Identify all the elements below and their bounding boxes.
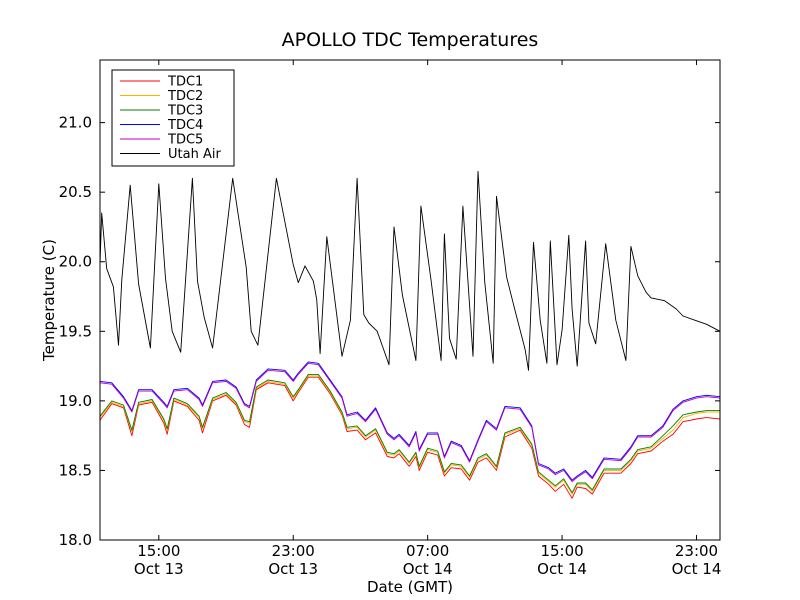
legend-box — [111, 69, 235, 167]
legend-label-tdc2: TDC2 — [167, 89, 203, 104]
y-tick-label: 19.5 — [59, 322, 92, 340]
series-line-tdc1 — [99, 376, 721, 499]
legend-label-tdc1: TDC1 — [167, 75, 203, 90]
x-tick-label-date: Oct 14 — [403, 560, 453, 578]
series-line-tdc4 — [99, 361, 721, 481]
x-tick-label-time: 23:00 — [675, 542, 718, 560]
x-tick-label-time: 07:00 — [406, 542, 449, 560]
y-tick-label: 21.0 — [59, 114, 92, 132]
y-tick-label: 18.5 — [59, 461, 92, 479]
legend-label-tdc3: TDC3 — [167, 104, 203, 119]
y-axis-label: Temperature (C) — [40, 239, 58, 362]
x-tick-label-date: Oct 14 — [537, 560, 587, 578]
chart-title: APOLLO TDC Temperatures — [282, 29, 539, 51]
legend-label-tdc5: TDC5 — [167, 133, 203, 148]
y-tick-label: 18.0 — [59, 531, 92, 549]
series-line-tdc2 — [99, 375, 720, 495]
series-layer — [99, 170, 721, 499]
y-tick-label: 19.0 — [59, 392, 92, 410]
series-line-utah-air — [99, 170, 721, 371]
x-tick-label-time: 15:00 — [540, 542, 583, 560]
x-tick-label-date: Oct 13 — [134, 560, 184, 578]
plot-frame — [99, 59, 721, 541]
legend-label-utah-air: Utah Air — [168, 147, 221, 162]
y-tick-label: 20.0 — [59, 253, 92, 271]
x-tick-label-time: 23:00 — [272, 542, 315, 560]
x-tick-label-time: 15:00 — [137, 542, 180, 560]
x-axis-label: Date (GMT) — [367, 578, 453, 596]
x-tick-label-date: Oct 14 — [672, 560, 722, 578]
legend-label-tdc4: TDC4 — [167, 118, 203, 133]
series-line-tdc3 — [99, 373, 720, 494]
series-line-tdc5 — [99, 362, 721, 483]
y-tick-label: 20.5 — [59, 183, 92, 201]
x-tick-label-date: Oct 13 — [268, 560, 318, 578]
